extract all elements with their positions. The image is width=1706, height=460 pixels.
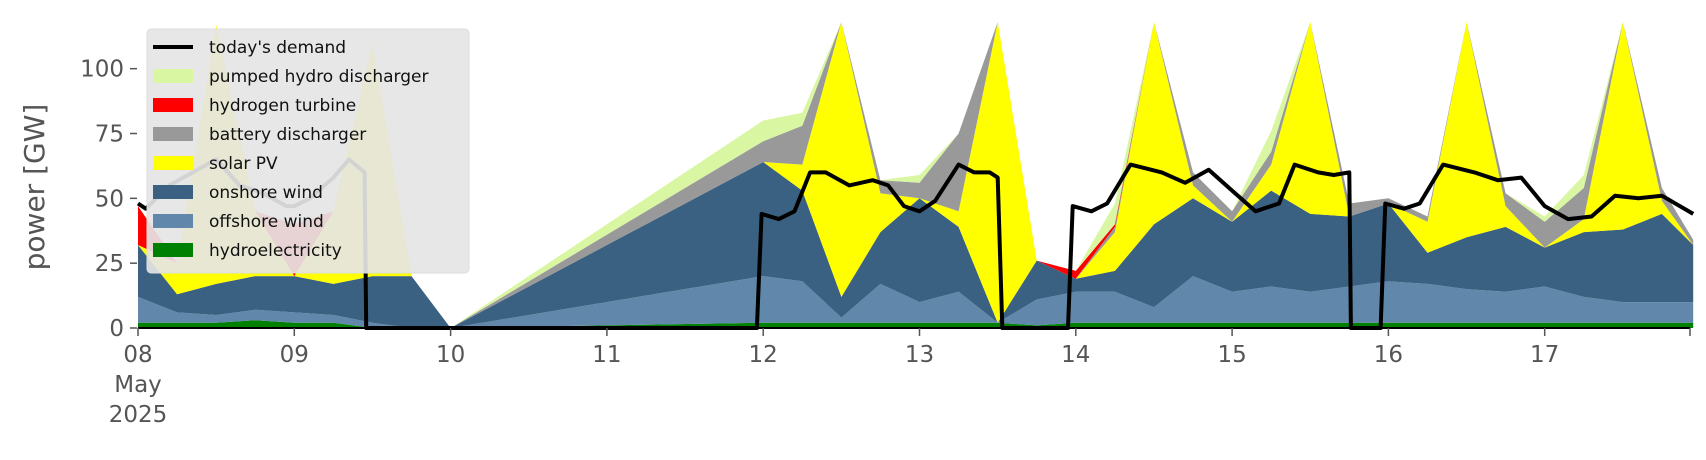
x-tick-label: 10 <box>436 342 465 368</box>
y-tick-label: 0 <box>109 316 124 342</box>
legend-swatch <box>153 243 193 257</box>
legend-label: hydroelectricity <box>209 241 342 261</box>
x-tick-label: 11 <box>592 342 621 368</box>
legend-label: today's demand <box>209 38 346 58</box>
legend-label: battery discharger <box>209 125 366 145</box>
stacked-areas <box>138 22 1694 328</box>
area-solar-pv <box>138 22 1694 328</box>
x-tick-label: 13 <box>905 342 934 368</box>
x-tick-sublabel: 2025 <box>109 402 168 428</box>
legend-label: onshore wind <box>209 183 323 203</box>
legend-label: solar PV <box>209 154 278 174</box>
legend-swatch <box>153 156 193 170</box>
legend: today's demand pumped hydro discharger hyd… <box>146 28 470 274</box>
x-tick-label: 09 <box>280 342 309 368</box>
legend-swatch <box>153 127 193 141</box>
x-tick-label: 08 <box>123 342 152 368</box>
legend-label: pumped hydro discharger <box>209 67 428 87</box>
area-hydroelectricity <box>138 320 1694 328</box>
legend-label: hydrogen turbine <box>209 96 356 116</box>
y-tick-label: 25 <box>95 251 124 277</box>
x-tick-label: 14 <box>1061 342 1090 368</box>
y-axis-label: power [GW] <box>18 104 51 271</box>
legend-swatch <box>153 69 193 83</box>
area-offshore-wind <box>138 276 1694 328</box>
y-tick-label: 75 <box>95 122 124 148</box>
x-tick-sublabel: May <box>114 372 162 398</box>
x-tick-label: 12 <box>749 342 778 368</box>
axes: 0 25 50 75 100 08 May 2025 09 10 11 12 13 14 15 16 17 pow… <box>18 57 1691 428</box>
legend-swatch <box>153 214 193 228</box>
legend-swatch <box>153 98 193 112</box>
x-tick-label: 15 <box>1217 342 1246 368</box>
x-tick-label: 16 <box>1374 342 1403 368</box>
legend-label: offshore wind <box>209 212 324 232</box>
y-tick-label: 100 <box>80 57 124 83</box>
x-tick-label: 17 <box>1530 342 1559 368</box>
legend-swatch <box>153 185 193 199</box>
legend-box <box>146 28 470 274</box>
y-tick-label: 50 <box>95 186 124 212</box>
area-onshore-wind <box>138 162 1694 328</box>
